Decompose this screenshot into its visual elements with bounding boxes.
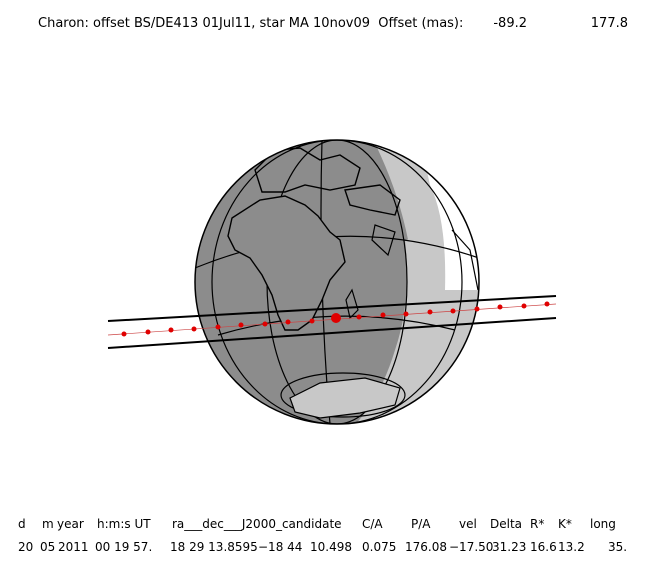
cell-value: −17.50 [449, 540, 493, 554]
event-table: d m year h:m:s UT ra___dec___J2000_candidate… [18, 517, 627, 554]
title: Charon: offset BS/DE413 01Jul11, star MA… [38, 16, 463, 31]
column-header: C/A [362, 517, 383, 531]
column-header: h:m:s UT [97, 517, 151, 531]
column-header: year [57, 517, 84, 531]
cell-value: 2011 [58, 540, 89, 554]
offset-x: -89.2 [493, 16, 527, 31]
column-header: m [42, 517, 54, 531]
cell-value: 176.08 [405, 540, 447, 554]
cell-value: 00 19 57. [95, 540, 152, 554]
column-header: ra___dec___J2000_candidate [172, 517, 342, 531]
column-header: long [590, 517, 616, 531]
cell-value: 20 [18, 540, 33, 554]
column-header: K* [558, 517, 572, 531]
cell-value: 13.2 [558, 540, 585, 554]
column-header: R* [530, 517, 544, 531]
cell-value: 0.075 [362, 540, 396, 554]
cell-value: 18 29 13.8595 [170, 540, 258, 554]
globe [194, 139, 480, 425]
column-header: d [18, 517, 26, 531]
cell-value: 16.6 [530, 540, 557, 554]
column-header: Delta [490, 517, 522, 531]
cell-value: 31.23 [492, 540, 526, 554]
cell-value: 35. [608, 540, 627, 554]
column-header: vel [459, 517, 477, 531]
offset-y: 177.8 [591, 16, 628, 31]
shadow-path [107, 295, 557, 349]
column-header: P/A [411, 517, 431, 531]
cell-value: 05 [40, 540, 55, 554]
cell-value: −18 44 10.498 [258, 540, 352, 554]
